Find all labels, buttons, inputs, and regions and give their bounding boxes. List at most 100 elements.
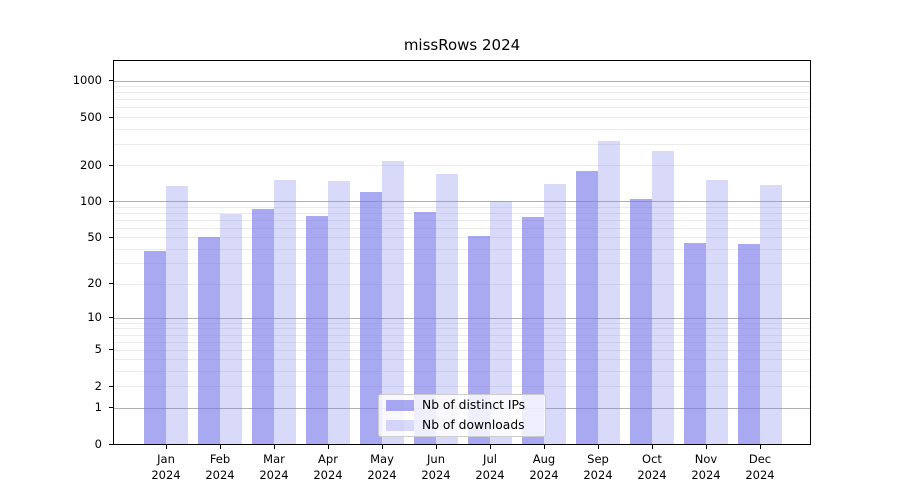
gridline-minor [114,117,810,119]
bar-downloads [220,214,242,444]
gridline-minor [114,206,810,208]
gridline-minor [114,334,810,336]
bar-downloads [706,180,728,444]
gridline-minor [114,322,810,324]
x-tick-label: Feb 2024 [205,452,235,482]
bar-distinct-ips [576,171,598,444]
legend-swatch-distinct-ips [386,400,414,411]
bar-downloads [760,184,782,444]
gridline-minor [114,371,810,373]
gridline-minor [114,341,810,343]
x-tick-label: Apr 2024 [313,452,343,482]
gridline-minor [114,107,810,109]
x-tick-mark [489,445,491,449]
y-tick-mark [109,236,113,238]
bar-downloads [274,179,296,444]
bar-distinct-ips [738,243,760,444]
y-tick-mark [109,443,113,445]
x-tick-label: Aug 2024 [529,452,559,482]
y-tick-label: 200 [80,157,102,172]
legend-label-downloads: Nb of downloads [422,418,525,432]
gridline-minor [114,237,810,239]
bar-distinct-ips [468,236,490,444]
x-tick-mark [435,445,437,449]
x-tick-mark [597,445,599,449]
gridline-minor [114,92,810,94]
y-tick-label: 1000 [72,73,102,88]
gridline-minor [114,99,810,101]
y-tick-label: 0 [94,436,102,451]
bar-downloads [436,173,458,444]
y-tick-label: 20 [87,276,102,291]
bar-distinct-ips [198,237,220,444]
x-tick-mark [759,445,761,449]
x-tick-label: Oct 2024 [637,452,667,482]
y-tick-label: 500 [80,109,102,124]
bar-downloads [328,180,350,444]
x-tick-label: Jul 2024 [475,452,505,482]
y-tick-mark [109,407,113,409]
gridline-major [114,317,810,319]
bar-downloads [652,151,674,444]
gridline-minor [114,283,810,285]
x-tick-label: Sep 2024 [583,452,613,482]
bar-downloads [598,141,620,444]
x-tick-label: May 2024 [367,452,397,482]
x-tick-label: Nov 2024 [691,452,721,482]
legend: Nb of distinct IPs Nb of downloads [378,394,546,437]
gridline-minor [114,212,810,214]
x-tick-mark [705,445,707,449]
bar-distinct-ips [306,215,328,444]
x-tick-mark [165,445,167,449]
bar-downloads [544,183,566,444]
gridline-minor [114,263,810,265]
y-tick-label: 2 [94,378,102,393]
gridline-minor [114,86,810,88]
bar-distinct-ips [684,242,706,444]
x-tick-mark [273,445,275,449]
x-tick-label: Mar 2024 [259,452,289,482]
y-tick-mark [109,164,113,166]
bar-downloads [490,200,512,444]
y-tick-mark [109,317,113,319]
x-tick-mark [651,445,653,449]
y-tick-label: 1 [94,400,102,415]
bar-distinct-ips [144,251,166,444]
legend-swatch-downloads [386,420,414,431]
y-tick-mark [109,80,113,82]
gridline-minor [114,128,810,130]
legend-label-distinct-ips: Nb of distinct IPs [422,398,526,412]
x-tick-label: Dec 2024 [745,452,775,482]
bar-distinct-ips [522,216,544,444]
gridline-minor [114,386,810,388]
y-tick-label: 50 [87,229,102,244]
bar-distinct-ips [360,191,382,444]
chart-title: missRows 2024 [403,36,521,54]
x-tick-mark [543,445,545,449]
y-tick-mark [109,385,113,387]
y-tick-mark [109,116,113,118]
gridline-major [114,201,810,203]
bar-distinct-ips [252,209,274,444]
gridline-minor [114,227,810,229]
y-tick-mark [109,200,113,202]
y-tick-label: 10 [87,310,102,325]
gridline-minor [114,359,810,361]
x-tick-mark [381,445,383,449]
bar-downloads [382,161,404,444]
x-tick-mark [327,445,329,449]
gridline-minor [114,248,810,250]
gridline-major [114,80,810,82]
gridline-minor [114,143,810,145]
x-tick-label: Jan 2024 [151,452,181,482]
x-tick-mark [219,445,221,449]
bar-distinct-ips [414,212,436,444]
legend-item-downloads: Nb of downloads [379,417,545,434]
gridline-minor [114,349,810,351]
y-tick-label: 5 [94,342,102,357]
gridline-minor [114,165,810,167]
gridline-minor [114,219,810,221]
plot-area [113,60,811,445]
y-tick-mark [109,349,113,351]
